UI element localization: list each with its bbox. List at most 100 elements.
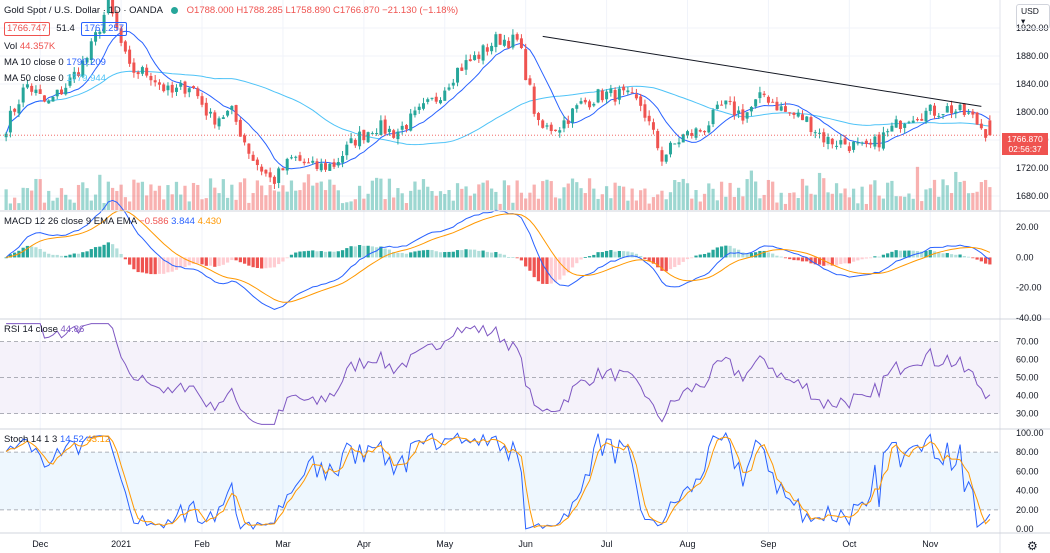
macd-histogram-bar (690, 257, 694, 259)
candle-body (579, 101, 583, 104)
candle-body (289, 157, 293, 159)
macd-histogram-bar (830, 257, 834, 266)
volume-bar (472, 193, 477, 210)
ask-price[interactable]: 1767.257 (81, 22, 128, 36)
macd-histogram-bar (668, 257, 673, 270)
macd-histogram-bar (417, 250, 421, 258)
candle-body (85, 57, 89, 63)
candle-body (847, 146, 851, 152)
macd-histogram-bar (651, 257, 656, 264)
time-axis-tick: Nov (922, 539, 939, 549)
volume-bar (430, 191, 434, 210)
volume-bar (613, 182, 617, 210)
macd-histogram-bar (323, 251, 328, 258)
macd-histogram-bar (634, 253, 639, 258)
price-pane[interactable] (0, 0, 1000, 210)
macd-histogram-bar (524, 257, 528, 267)
volume-bar (21, 187, 25, 210)
volume-bar (924, 189, 928, 210)
volume-bar (370, 180, 374, 210)
macd-histogram-bar (877, 256, 881, 258)
volume-bar (392, 197, 396, 210)
volume-bar (643, 188, 647, 210)
candle-body (660, 150, 664, 162)
candle-body (473, 55, 477, 61)
volume-bar (779, 192, 783, 210)
macd-histogram-bar (613, 251, 617, 258)
macd-histogram-bar (609, 250, 613, 258)
volume-bar (890, 180, 894, 210)
candle-body (451, 82, 455, 86)
ma10-line (5, 30, 991, 170)
gear-icon[interactable]: ⚙ (1027, 539, 1038, 553)
volume-bar (541, 181, 545, 210)
vol-label: Vol (4, 41, 18, 52)
time-axis-tick: Dec (32, 539, 49, 549)
macd-histogram-bar (302, 251, 306, 258)
candle-body (268, 172, 272, 178)
macd-histogram-bar (174, 257, 179, 270)
candle-body (958, 104, 962, 110)
macd-histogram-bar (183, 257, 187, 267)
candle-body (277, 168, 281, 183)
candle-body (911, 120, 915, 123)
candle-body (200, 96, 204, 105)
bid-price[interactable]: 1766.747 (4, 22, 50, 36)
macd-histogram-bar (136, 257, 140, 273)
rsi-pane[interactable] (0, 323, 1000, 425)
volume-bar (519, 192, 524, 210)
macd-histogram-bar (64, 255, 68, 258)
stoch-axis-tick: 60.00 (1016, 466, 1039, 476)
macd-histogram-bar (911, 250, 915, 258)
volume-bar (17, 203, 21, 210)
candle-body (157, 82, 161, 85)
candle-body (417, 106, 421, 110)
candle-body (332, 162, 336, 167)
macd-histogram-bar (30, 246, 34, 258)
macd-histogram-bar (400, 252, 404, 258)
candle-body (502, 39, 506, 46)
macd-histogram-bar (145, 257, 149, 274)
macd-histogram-bar (528, 257, 532, 271)
candle-body (933, 105, 936, 116)
volume-bar (64, 194, 68, 210)
volume-bar (251, 193, 255, 210)
volume-bar (558, 198, 562, 210)
macd-histogram-bar (592, 254, 596, 258)
candle-body (204, 102, 208, 116)
candle-body (106, 0, 110, 14)
volume-bar (983, 179, 988, 210)
macd-axis-tick: 0.00 (1016, 252, 1034, 262)
candle-body (519, 38, 523, 48)
volume-bar (941, 179, 945, 210)
volume-bar (532, 184, 536, 210)
macd-histogram-bar (34, 247, 38, 258)
macd-histogram-bar (847, 257, 851, 264)
volume-bar (204, 198, 208, 210)
stoch-axis-tick: 20.00 (1016, 505, 1039, 515)
volume-bar (225, 197, 230, 210)
candle-body (196, 88, 200, 97)
candle-body (651, 122, 655, 130)
volume-bar (170, 194, 174, 210)
macd-histogram-bar (779, 256, 783, 258)
macd-histogram-bar (881, 254, 886, 258)
volume-bar (47, 190, 51, 210)
macd-histogram-bar (826, 257, 830, 266)
stoch-k-line (5, 431, 991, 530)
currency-button[interactable]: USD ▾ (1016, 4, 1050, 29)
macd-histogram-bar (660, 257, 664, 271)
macd-histogram-bar (558, 257, 562, 280)
volume-bar (311, 185, 315, 210)
macd-histogram-bar (983, 257, 988, 264)
volume-bar (575, 182, 579, 210)
candle-body (307, 162, 310, 164)
candle-body (818, 132, 822, 134)
macd-histogram-bar (157, 257, 162, 274)
volume-bar (38, 179, 42, 210)
stoch-pane[interactable] (0, 431, 1000, 530)
candle-body (341, 155, 345, 163)
macd-histogram-bar (728, 245, 732, 258)
volume-bar (694, 190, 698, 210)
